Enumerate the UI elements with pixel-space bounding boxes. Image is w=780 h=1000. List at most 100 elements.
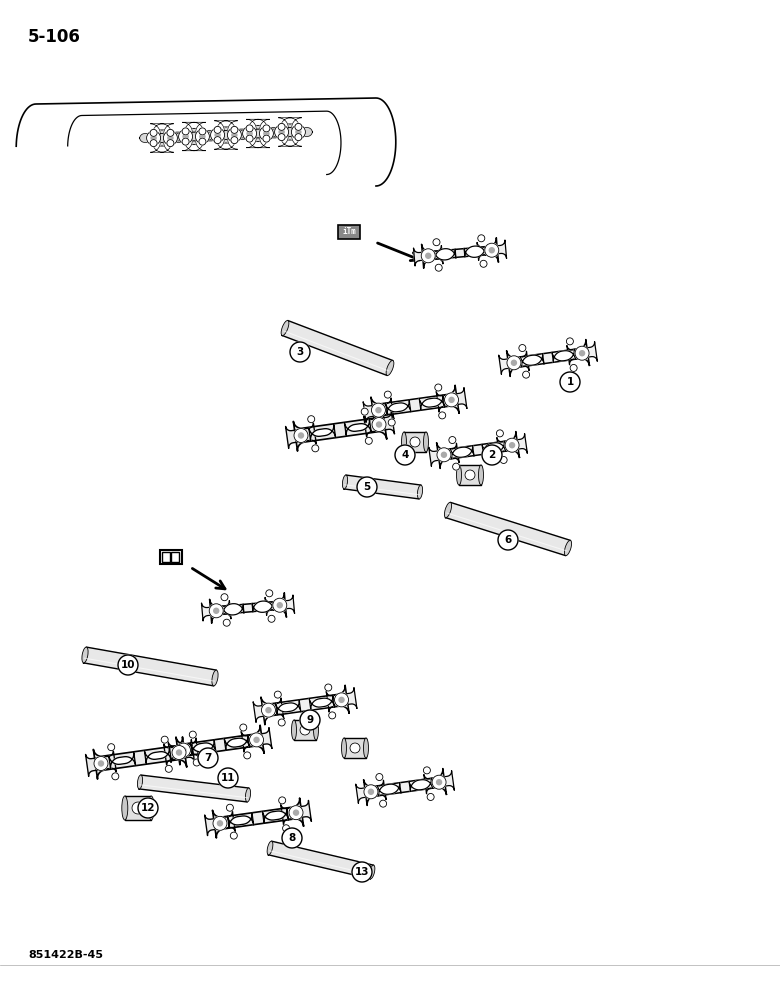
Ellipse shape (386, 360, 394, 376)
Circle shape (168, 135, 173, 140)
Polygon shape (552, 349, 576, 362)
Polygon shape (204, 811, 236, 836)
Polygon shape (275, 700, 301, 715)
Circle shape (261, 703, 275, 717)
Polygon shape (436, 388, 467, 412)
Polygon shape (236, 129, 264, 138)
Circle shape (478, 235, 485, 242)
Circle shape (214, 608, 218, 613)
Circle shape (250, 733, 264, 747)
Circle shape (290, 342, 310, 362)
Circle shape (273, 598, 287, 612)
Circle shape (519, 345, 526, 352)
Polygon shape (285, 423, 317, 448)
Polygon shape (344, 738, 366, 758)
Circle shape (364, 785, 378, 799)
Text: 3: 3 (296, 347, 303, 357)
Circle shape (232, 132, 237, 137)
Polygon shape (404, 432, 426, 452)
Circle shape (427, 793, 434, 800)
Circle shape (215, 132, 220, 137)
Circle shape (377, 422, 381, 427)
Polygon shape (224, 735, 250, 750)
Polygon shape (222, 604, 244, 615)
Circle shape (300, 725, 310, 735)
Circle shape (263, 125, 270, 132)
Circle shape (445, 393, 459, 407)
Text: 1: 1 (566, 377, 573, 387)
Polygon shape (148, 130, 176, 146)
Circle shape (388, 419, 395, 426)
Polygon shape (281, 800, 311, 825)
Ellipse shape (565, 540, 572, 556)
Circle shape (138, 798, 158, 818)
Polygon shape (221, 131, 248, 139)
Circle shape (376, 408, 381, 413)
Ellipse shape (292, 720, 296, 740)
Polygon shape (294, 720, 316, 740)
Polygon shape (482, 441, 505, 454)
Circle shape (243, 126, 257, 140)
Polygon shape (189, 132, 216, 141)
Polygon shape (228, 813, 254, 828)
Polygon shape (506, 340, 590, 376)
Circle shape (118, 655, 138, 675)
Circle shape (421, 249, 435, 263)
Circle shape (357, 477, 377, 497)
Circle shape (278, 123, 285, 130)
Circle shape (275, 125, 289, 139)
Circle shape (452, 463, 459, 470)
Circle shape (147, 131, 161, 145)
Circle shape (132, 802, 144, 814)
Circle shape (496, 430, 503, 437)
Circle shape (566, 338, 573, 345)
Polygon shape (309, 424, 335, 441)
Circle shape (193, 759, 200, 766)
Circle shape (209, 604, 223, 618)
Polygon shape (293, 409, 387, 451)
Circle shape (176, 750, 182, 755)
Polygon shape (409, 778, 433, 791)
Text: 7: 7 (204, 753, 211, 763)
Polygon shape (363, 412, 395, 437)
Circle shape (575, 346, 589, 360)
Ellipse shape (402, 432, 406, 452)
Circle shape (282, 828, 302, 848)
Polygon shape (201, 601, 231, 621)
Circle shape (480, 260, 487, 267)
Circle shape (231, 137, 238, 144)
Circle shape (489, 248, 495, 253)
Circle shape (368, 789, 374, 794)
Circle shape (199, 128, 206, 135)
Circle shape (424, 767, 431, 774)
Polygon shape (345, 419, 371, 436)
Circle shape (372, 418, 386, 432)
Polygon shape (140, 134, 168, 142)
Polygon shape (437, 432, 519, 468)
Text: 12: 12 (140, 803, 155, 813)
Circle shape (376, 774, 383, 781)
Ellipse shape (82, 647, 88, 663)
Circle shape (176, 743, 190, 757)
Polygon shape (252, 601, 274, 612)
Ellipse shape (478, 465, 484, 485)
Circle shape (260, 126, 274, 140)
Polygon shape (268, 128, 296, 136)
Bar (162, 552, 170, 562)
Circle shape (151, 135, 156, 140)
Polygon shape (520, 354, 544, 367)
Circle shape (183, 134, 188, 139)
Polygon shape (378, 783, 401, 796)
Circle shape (324, 684, 331, 691)
Polygon shape (262, 808, 289, 823)
Polygon shape (176, 725, 264, 765)
Circle shape (498, 530, 518, 550)
Text: 851422B-45: 851422B-45 (28, 950, 103, 960)
Polygon shape (371, 385, 459, 425)
Circle shape (199, 138, 206, 145)
Polygon shape (326, 688, 357, 712)
Ellipse shape (267, 841, 273, 855)
Circle shape (512, 360, 516, 365)
Polygon shape (204, 131, 232, 139)
Ellipse shape (137, 775, 143, 789)
